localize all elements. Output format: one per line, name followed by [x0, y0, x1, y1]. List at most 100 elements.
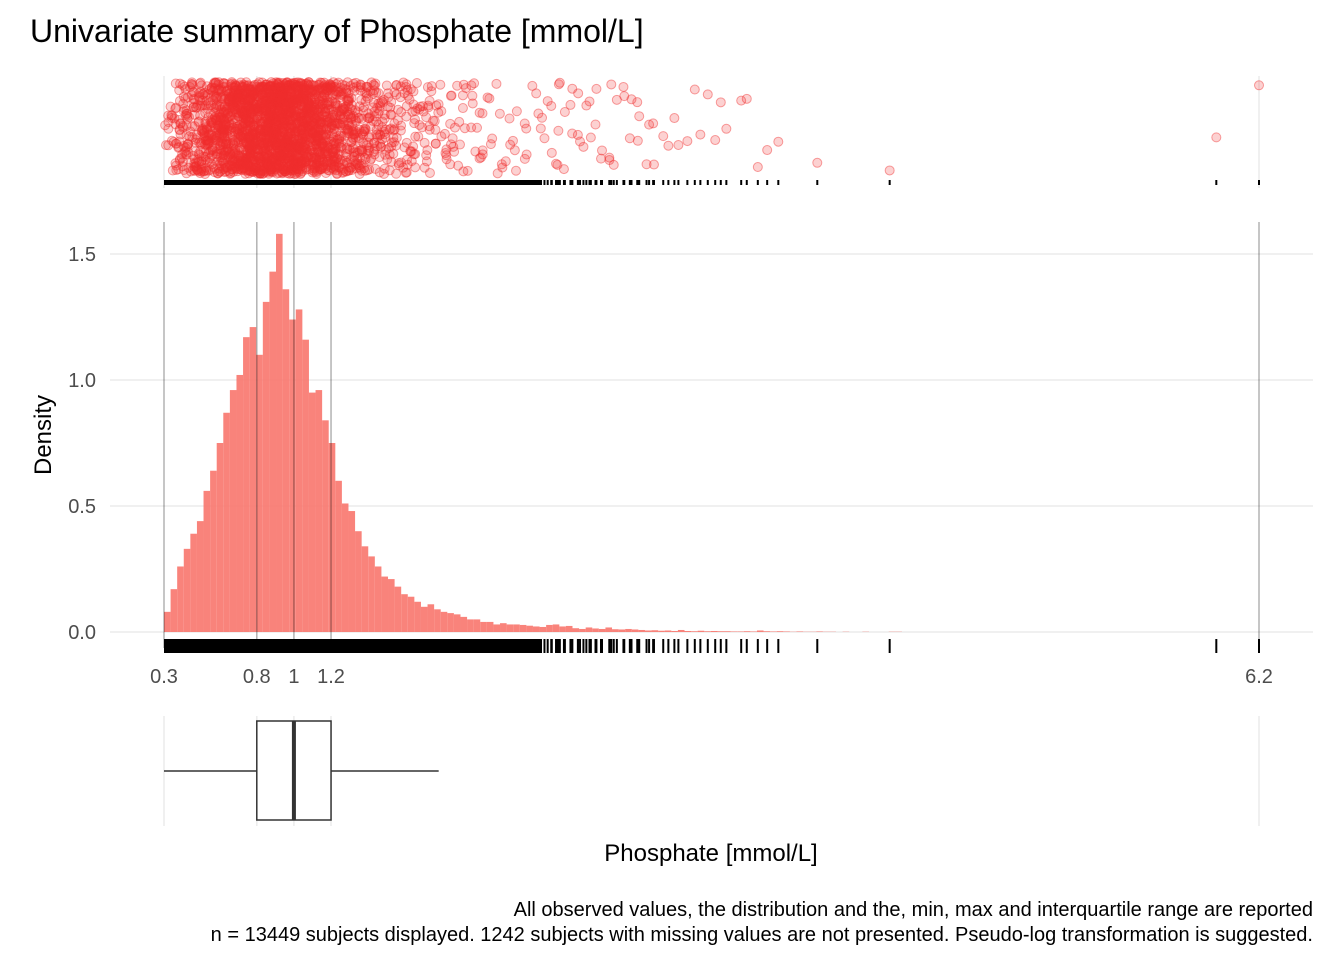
x-tick-label: 1: [288, 666, 299, 688]
jitter-point: [228, 140, 239, 151]
jitter-point: [232, 123, 243, 134]
jitter-point: [554, 77, 565, 88]
jitter-point: [163, 123, 174, 134]
jitter-point: [204, 153, 215, 164]
jitter-point: [196, 137, 207, 148]
jitter-point: [191, 102, 202, 113]
histogram-bar: [816, 631, 823, 632]
histogram-bar: [473, 619, 481, 632]
jitter-point: [673, 140, 684, 151]
jitter-point: [224, 160, 235, 171]
jitter-point: [242, 157, 253, 168]
jitter-point: [197, 126, 208, 137]
jitter-point: [216, 99, 227, 110]
jitter-point: [206, 129, 217, 140]
histogram-bar: [177, 566, 184, 632]
jitter-point: [237, 89, 248, 100]
histogram-bar: [341, 503, 349, 632]
jitter-point: [171, 160, 182, 171]
jitter-point: [230, 146, 241, 157]
jitter-point: [232, 101, 243, 112]
jitter-point: [173, 142, 184, 153]
histogram-bar: [302, 339, 309, 632]
jitter-point: [166, 110, 177, 121]
jitter-point: [177, 149, 188, 160]
jitter-point: [219, 81, 230, 92]
jitter-point: [435, 79, 446, 90]
jitter-point: [215, 136, 226, 147]
jitter-point: [207, 126, 218, 137]
jitter-point: [218, 118, 229, 129]
jitter-point: [519, 118, 530, 129]
jitter-point: [169, 113, 180, 124]
histogram-bar: [658, 630, 665, 632]
jitter-point: [227, 130, 238, 141]
jitter-point: [236, 99, 247, 110]
jitter-point: [186, 77, 197, 88]
jitter-point: [381, 80, 392, 91]
histogram-bar: [546, 624, 553, 632]
jitter-point: [234, 125, 245, 136]
jitter-point: [220, 124, 231, 135]
jitter-point: [235, 120, 246, 131]
jitter-point: [226, 160, 237, 171]
jitter-point: [218, 125, 229, 136]
jitter-point: [209, 90, 220, 101]
jitter-point: [183, 139, 194, 150]
jitter-point: [222, 85, 233, 96]
jitter-point: [242, 80, 253, 91]
jitter-point: [234, 151, 245, 162]
histogram-panel: 0.0 0.5 1.0 1.5 0.3 0.8 1 1.2 6.2 Density: [30, 222, 1313, 688]
jitter-point: [228, 139, 239, 150]
jitter-point: [236, 106, 247, 117]
jitter-point: [174, 125, 185, 136]
jitter-point: [206, 120, 217, 131]
jitter-point: [183, 147, 194, 158]
jitter-point: [212, 121, 223, 132]
histogram-bar: [183, 548, 191, 632]
jitter-point: [215, 123, 226, 134]
jitter-point: [170, 78, 181, 89]
jitter-point: [230, 136, 241, 147]
jitter-point: [207, 145, 218, 156]
jitter-point: [237, 81, 248, 92]
jitter-point: [236, 163, 247, 174]
jitter-point: [230, 80, 241, 91]
jitter-point: [535, 123, 546, 134]
jitter-point: [225, 148, 236, 159]
jitter-point: [185, 157, 196, 168]
jitter-point: [184, 131, 195, 142]
jitter-point: [225, 149, 236, 160]
jitter-point: [213, 168, 224, 179]
jitter-point: [221, 139, 232, 150]
footnote-line-2: n = 13449 subjects displayed. 1242 subje…: [211, 924, 1313, 946]
jitter-point: [695, 129, 706, 140]
jitter-point: [212, 168, 223, 179]
jitter-point: [211, 130, 222, 141]
jitter-point: [546, 100, 557, 111]
jitter-point: [537, 112, 548, 123]
jitter-point: [206, 82, 217, 93]
jitter-point: [197, 123, 208, 134]
histogram-rug: [164, 639, 1260, 653]
jitter-point: [209, 113, 220, 124]
jitter-point: [234, 120, 245, 131]
jitter-point: [233, 108, 244, 119]
jitter-point: [221, 138, 232, 149]
jitter-point: [212, 130, 223, 141]
jitter-point: [389, 124, 400, 135]
jitter-point: [648, 118, 659, 129]
jitter-point: [581, 100, 592, 111]
jitter-point: [214, 109, 225, 120]
jitter-point: [241, 154, 252, 165]
jitter-point: [214, 110, 225, 121]
histogram-bar: [770, 631, 777, 632]
jitter-point: [204, 84, 215, 95]
jitter-point: [200, 135, 211, 146]
jitter-point: [231, 97, 242, 108]
jitter-point: [218, 78, 229, 89]
jitter-point: [206, 117, 217, 128]
jitter-point: [228, 149, 239, 160]
jitter-point: [181, 108, 192, 119]
